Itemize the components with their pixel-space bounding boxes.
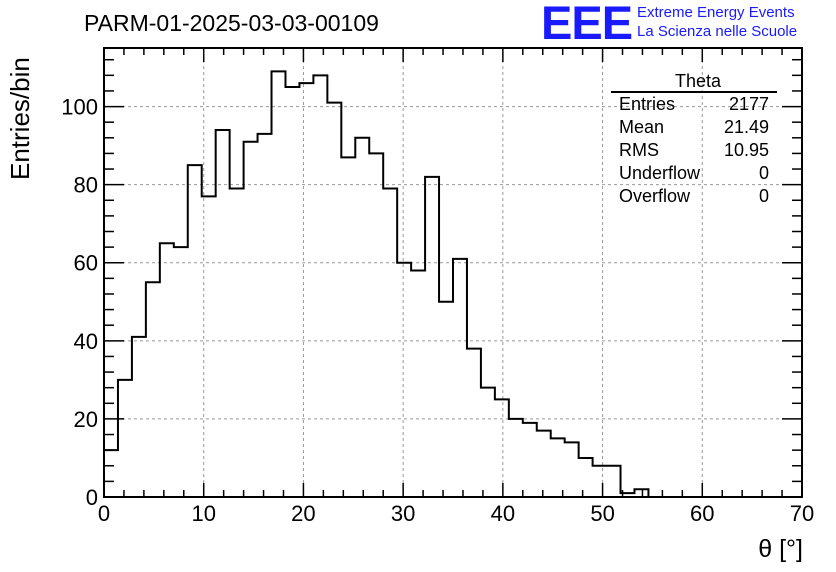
stats-row: Entries 2177 <box>611 93 777 116</box>
x-tick-label: 10 <box>191 501 215 526</box>
x-tick-label: 30 <box>391 501 415 526</box>
stats-row: Overflow 0 <box>611 185 777 208</box>
logo-caption: Extreme Energy Events La Scienza nelle S… <box>637 3 797 41</box>
y-tick-label: 20 <box>74 407 98 432</box>
stats-label: Entries <box>619 94 676 114</box>
stats-row: RMS 10.95 <box>611 139 777 162</box>
logo-line-1: Extreme Energy Events <box>637 4 795 21</box>
stats-value: 10.95 <box>723 140 769 160</box>
x-tick-label: 0 <box>98 501 110 526</box>
y-tick-label: 100 <box>61 95 98 120</box>
stats-title: Theta <box>611 71 777 93</box>
stats-box: Theta Entries 2177 Mean 21.49 RMS 10.95 Und… <box>611 71 777 208</box>
x-tick-label: 50 <box>590 501 614 526</box>
y-axis-label: Entries/bin <box>5 57 35 180</box>
stats-value: 0 <box>758 163 769 183</box>
x-tick-label: 60 <box>690 501 714 526</box>
stats-value: 2177 <box>728 94 769 114</box>
stats-label: Overflow <box>619 186 691 206</box>
axis-tick-labels: 0 10 20 30 40 50 60 70 0 20 40 60 80 100 <box>61 95 814 526</box>
stats-row: Underflow 0 <box>611 162 777 185</box>
x-tick-label: 20 <box>291 501 315 526</box>
logo-line-2: La Scienza nelle Scuole <box>637 23 798 40</box>
eee-logo: EEE <box>541 0 633 49</box>
axis-ticks <box>103 48 803 498</box>
chart-title: PARM-01-2025-03-03-00109 <box>84 10 379 36</box>
stats-label: RMS <box>619 140 659 160</box>
y-tick-label: 60 <box>74 251 98 276</box>
y-tick-label: 80 <box>74 173 98 198</box>
x-axis-label: θ [°] <box>758 535 803 563</box>
stats-label: Mean <box>619 117 665 137</box>
stats-row: Mean 21.49 <box>611 116 777 139</box>
stats-label: Underflow <box>619 163 701 183</box>
x-tick-label: 70 <box>790 501 814 526</box>
y-tick-label: 0 <box>86 485 98 510</box>
x-tick-label: 40 <box>491 501 515 526</box>
stats-value: 21.49 <box>723 117 769 137</box>
y-tick-label: 40 <box>74 329 98 354</box>
stats-value: 0 <box>758 186 769 206</box>
grid-lines <box>104 48 802 497</box>
plot-frame <box>103 47 803 498</box>
